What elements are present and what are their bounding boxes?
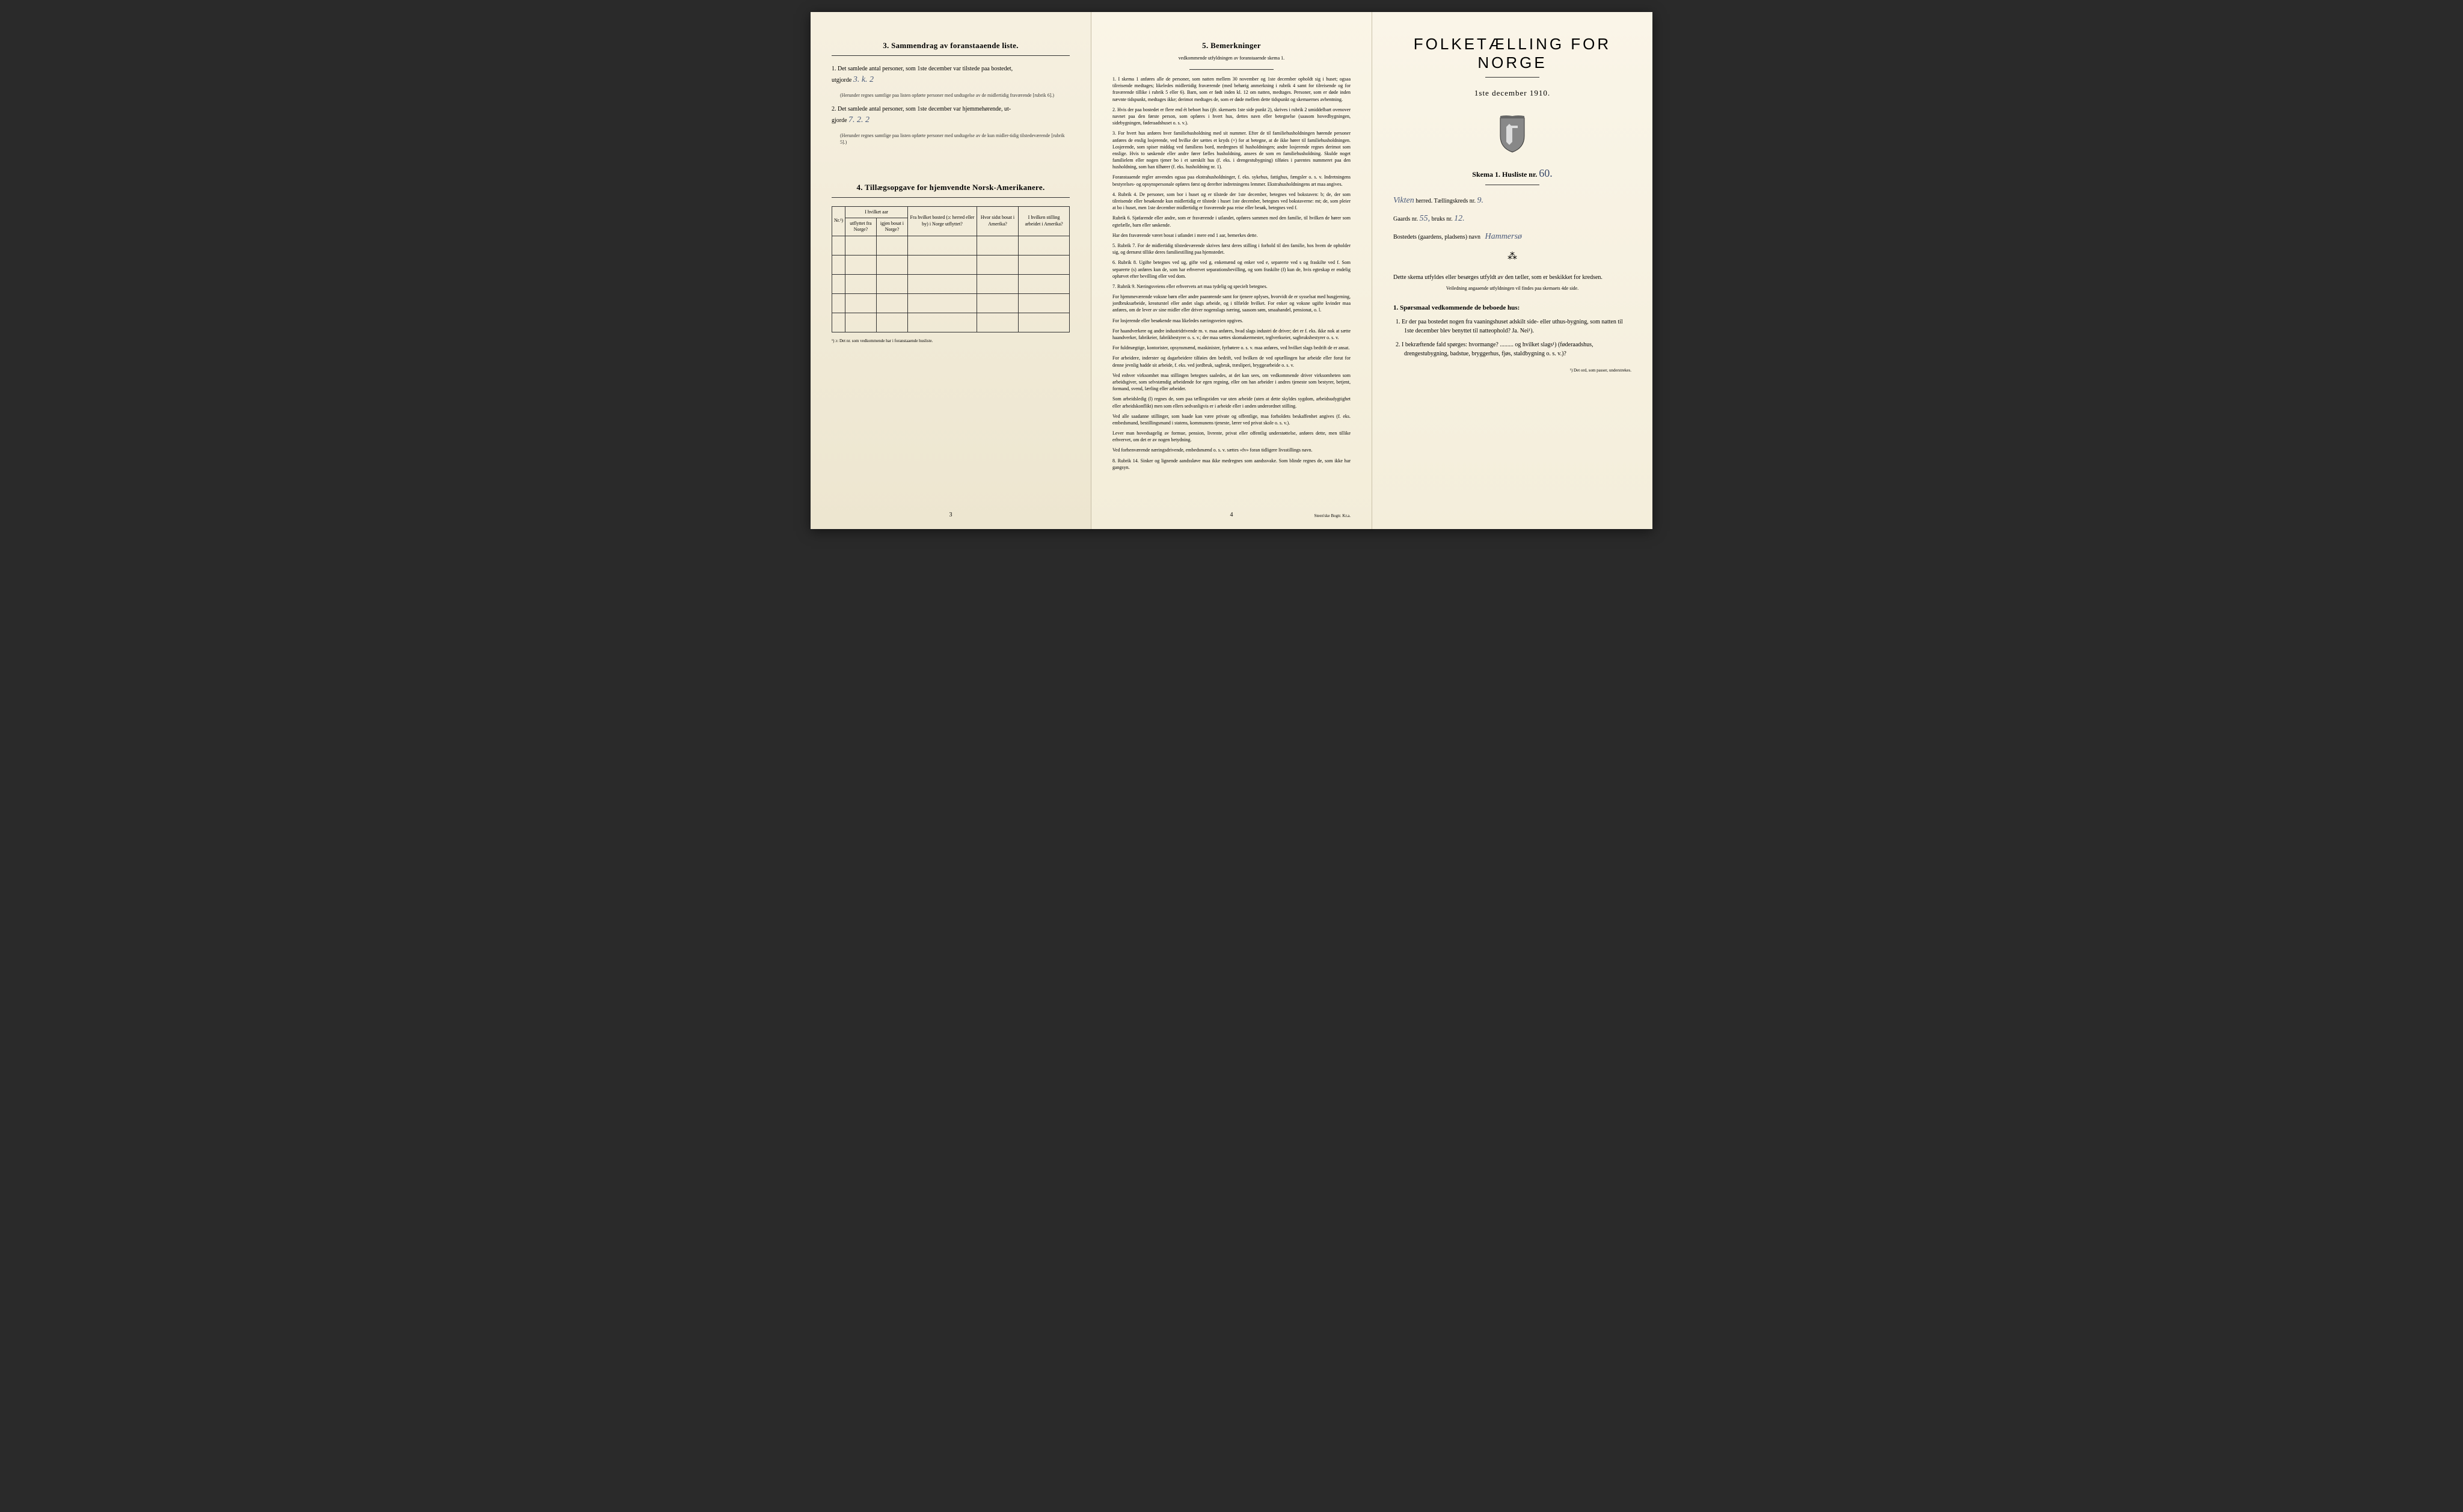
panel-right: FOLKETÆLLING FOR NORGE 1ste december 191… — [1372, 12, 1652, 529]
th-nr: Nr.¹) — [832, 206, 845, 236]
guidance-note: Veiledning angaaende utfyldningen vil fi… — [1393, 286, 1631, 291]
instruction-para: 6. Rubrik 8. Ugifte betegnes ved ug, gif… — [1112, 259, 1351, 280]
instruction-para: 7. Rubrik 9. Næringsveiens eller erhverv… — [1112, 283, 1351, 290]
footnote-right: ¹) Det ord, som passer, understrekes. — [1393, 368, 1631, 373]
instruction-para: 1. I skema 1 anføres alle de personer, s… — [1112, 76, 1351, 103]
item-2: 2. Det samlede antal personer, som 1ste … — [832, 105, 1070, 126]
question-header-text: 1. Spørsmaal vedkommende de beboede hus: — [1393, 304, 1520, 311]
instruction-para: Ved alle saadanne stillinger, som baade … — [1112, 413, 1351, 426]
table-body — [832, 236, 1070, 332]
section-5-sub: vedkommende utfyldningen av foranstaaend… — [1112, 55, 1351, 61]
emigrant-table: Nr.¹) I hvilket aar Fra hvilket bosted (… — [832, 206, 1070, 332]
bosted-value: Hammersø — [1485, 232, 1521, 241]
question-2: 2. I bekræftende fald spørges: hvormange… — [1404, 340, 1631, 358]
herred-label: herred. Tællingskreds nr. — [1416, 198, 1476, 204]
instruction-para: For haandverkere og andre industridriven… — [1112, 328, 1351, 341]
census-date: 1ste december 1910. — [1393, 88, 1631, 98]
footnote-1: ¹) ɔ: Det nr. som vedkommende har i fora… — [832, 338, 1070, 343]
question-1: 1. Er der paa bostedet nogen fra vaaning… — [1404, 317, 1631, 335]
skema-line: Skema 1. Husliste nr. 60. — [1393, 167, 1631, 180]
filler-note: Dette skema utfyldes eller besørges utfy… — [1393, 273, 1631, 282]
instruction-para: 8. Rubrik 14. Sinker og lignende aandssl… — [1112, 458, 1351, 471]
instruction-para: Rubrik 6. Sjøfarende eller andre, som er… — [1112, 215, 1351, 228]
question-header: 1. Spørsmaal vedkommende de beboede hus: — [1393, 304, 1631, 311]
section-3-title: 3. Sammendrag av foranstaaende liste. — [832, 41, 1070, 51]
panel-left: 3. Sammendrag av foranstaaende liste. 1.… — [811, 12, 1091, 529]
bruks-value: 12. — [1454, 214, 1465, 223]
gaard-value: 55, — [1420, 214, 1431, 223]
item-2-note: (Herunder regnes samtlige paa listen opf… — [840, 132, 1070, 145]
instruction-para: For losjerende eller besøkende maa likel… — [1112, 317, 1351, 324]
instruction-para: Lever man hovedsagelig av formue, pensio… — [1112, 430, 1351, 443]
skema-label: Skema 1. Husliste nr. — [1472, 170, 1537, 179]
instruction-para: Som arbeidsledig (l) regnes de, som paa … — [1112, 396, 1351, 409]
bruks-label: bruks nr. — [1432, 216, 1453, 222]
census-document: 3. Sammendrag av foranstaaende liste. 1.… — [811, 12, 1652, 529]
bosted-label: Bostedets (gaardens, pladsens) navn — [1393, 234, 1480, 240]
instruction-para: Har den fraværende været bosat i utlande… — [1112, 232, 1351, 239]
item-1-note: (Herunder regnes samtlige paa listen opf… — [840, 92, 1070, 99]
coat-of-arms-icon — [1497, 115, 1527, 154]
bosted-line: Bostedets (gaardens, pladsens) navn Hamm… — [1393, 232, 1631, 242]
item-1: 1. Det samlede antal personer, som 1ste … — [832, 64, 1070, 86]
kreds-value: 9. — [1477, 196, 1484, 205]
instruction-para: For hjemmeværende voksne børn eller andr… — [1112, 293, 1351, 314]
table-row — [832, 255, 1070, 274]
husliste-number: 60. — [1539, 167, 1553, 179]
item-2-handwritten: 7. 2. 2 — [848, 115, 870, 124]
instruction-para: For fuldmægtige, kontorister, opsynsmænd… — [1112, 344, 1351, 351]
table-row — [832, 274, 1070, 293]
th-from: Fra hvilket bosted (ɔ: herred eller by) … — [908, 206, 977, 236]
table-row — [832, 313, 1070, 332]
instruction-para: Ved forhenværende næringsdrivende, embed… — [1112, 447, 1351, 453]
th-where: Hvor sidst bosat i Amerika? — [977, 206, 1018, 236]
gaard-label: Gaards nr. — [1393, 216, 1418, 222]
th-year: I hvilket aar — [845, 206, 908, 218]
table-wrap: Nr.¹) I hvilket aar Fra hvilket bosted (… — [832, 206, 1070, 332]
panel-middle: 5. Bemerkninger vedkommende utfyldningen… — [1091, 12, 1372, 529]
item-1-handwritten: 3. k. 2 — [853, 75, 874, 84]
item-2-text: 2. Det samlede antal personer, som 1ste … — [832, 106, 1011, 112]
instruction-para: 5. Rubrik 7. For de midlertidig tilstede… — [1112, 242, 1351, 256]
item-1-text: 1. Det samlede antal personer, som 1ste … — [832, 66, 1013, 72]
gaard-line: Gaards nr. 55, bruks nr. 12. — [1393, 214, 1631, 224]
instruction-para: 3. For hvert hus anføres hver familiehus… — [1112, 130, 1351, 170]
instruction-para: Foranstaaende regler anvendes ogsaa paa … — [1112, 174, 1351, 187]
page-number-3: 3 — [811, 512, 1091, 518]
herred-line: Vikten herred. Tællingskreds nr. 9. — [1393, 196, 1631, 206]
main-title: FOLKETÆLLING FOR NORGE — [1393, 35, 1631, 72]
section-5-title: 5. Bemerkninger — [1112, 41, 1351, 51]
section-4-title: 4. Tillægsopgave for hjemvendte Norsk-Am… — [832, 183, 1070, 192]
th-position: I hvilken stilling arbeidet i Amerika? — [1019, 206, 1070, 236]
instruction-para: Ved enhver virksomhet maa stillingen bet… — [1112, 372, 1351, 393]
table-row — [832, 293, 1070, 313]
table-row — [832, 236, 1070, 255]
printer-mark: Steen'ske Bogtr. Kr.a. — [1314, 513, 1351, 518]
instruction-para: 2. Hvis der paa bostedet er flere end ét… — [1112, 106, 1351, 127]
instructions: 1. I skema 1 anføres alle de personer, s… — [1112, 76, 1351, 471]
herred-value: Vikten — [1393, 196, 1414, 205]
th-returned: igjen bosat i Norge? — [876, 218, 907, 236]
item-1-cont: utgjorde — [832, 77, 851, 84]
th-emigrated: utflyttet fra Norge? — [845, 218, 877, 236]
item-2-cont: gjorde — [832, 117, 847, 124]
ornament-icon: ⁂ — [1393, 250, 1631, 262]
instruction-para: 4. Rubrik 4. De personer, som bor i huse… — [1112, 191, 1351, 212]
instruction-para: For arbeidere, inderster og dagarbeidere… — [1112, 355, 1351, 368]
